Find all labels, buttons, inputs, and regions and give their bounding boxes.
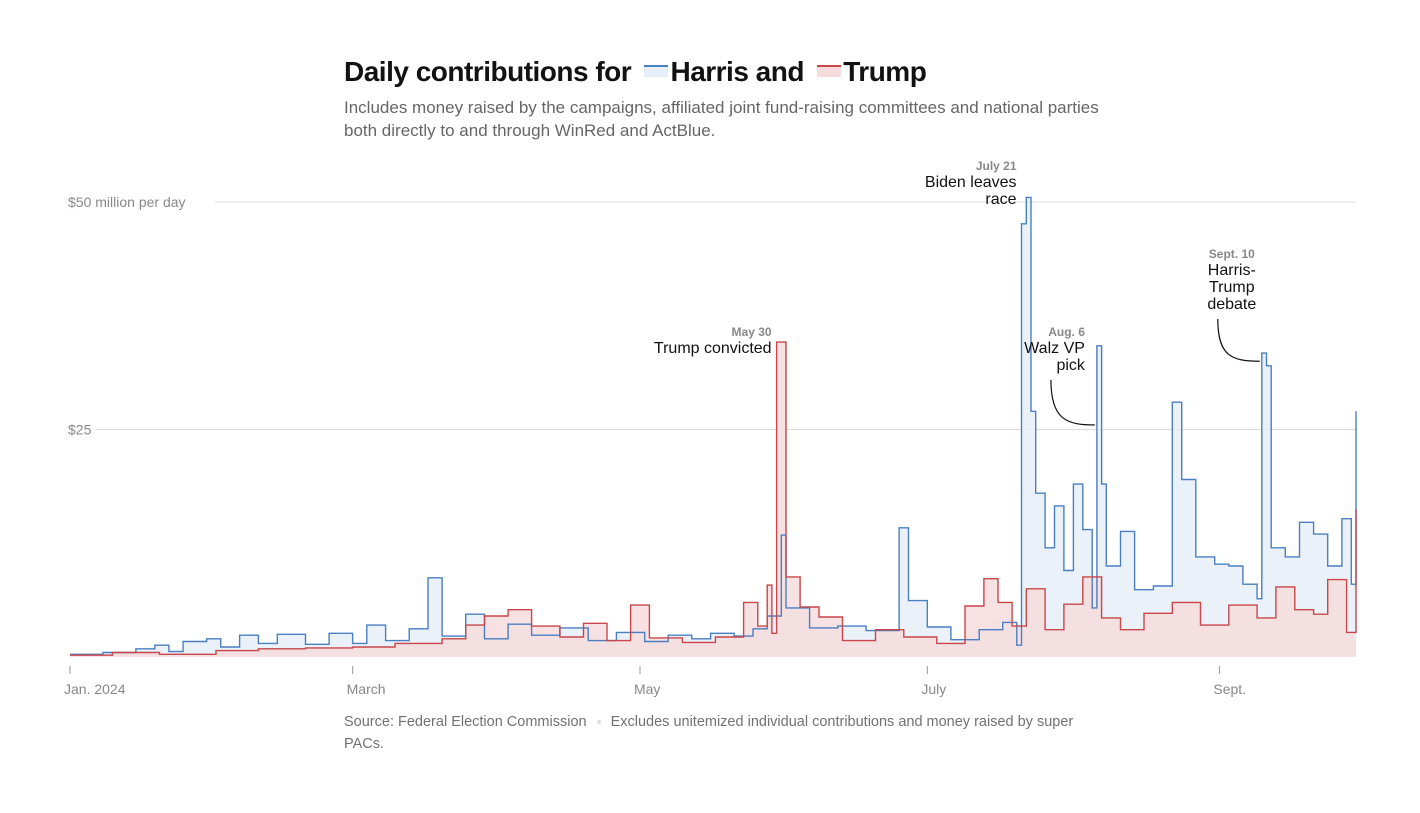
- annotation-text: race: [985, 191, 1016, 208]
- annotation-text: pick: [1056, 357, 1085, 374]
- footer-note: Excludes unitemized individual contribut…: [344, 714, 1074, 752]
- x-tick-label: Jan. 2024: [64, 681, 126, 697]
- y-tick-label: $25: [68, 422, 92, 438]
- annotation-date: Aug. 6: [1048, 325, 1085, 339]
- annotation-text: Walz VP: [1024, 340, 1085, 357]
- annotation-text: Biden leaves: [925, 174, 1017, 191]
- chart-subtitle: Includes money raised by the campaigns, …: [344, 98, 1099, 140]
- annotation-date: Sept. 10: [1209, 247, 1255, 261]
- annotation-text: Trump convicted: [654, 340, 772, 357]
- harris-legend-swatch: [644, 64, 669, 77]
- x-tick-label: Sept.: [1213, 681, 1246, 697]
- chart-footer: Source: Federal Election Commission Exclu…: [344, 711, 1084, 755]
- annotation-date: July 21: [976, 159, 1017, 173]
- x-tick-label: July: [921, 681, 946, 697]
- annotation-leader: [1050, 379, 1095, 426]
- source-note: Source: Federal Election Commission: [344, 714, 587, 730]
- annotation-text: Harris-: [1208, 262, 1256, 279]
- title-prefix: Daily contributions for: [344, 56, 632, 87]
- annotation-text: debate: [1207, 296, 1256, 313]
- separator-dot: [596, 720, 601, 725]
- x-tick-label: March: [347, 681, 386, 697]
- harris-legend-label: Harris and: [670, 56, 804, 87]
- trump-legend-label: Trump: [843, 56, 927, 87]
- harris-area: [70, 197, 1356, 657]
- x-tick-label: May: [634, 681, 660, 697]
- annotation-leader: [1217, 318, 1260, 362]
- annotation-text: Trump: [1209, 279, 1255, 296]
- harris-line: [70, 196, 1357, 655]
- chart-title: Daily contributions for Harris and Trump: [344, 56, 927, 88]
- annotation-date: May 30: [732, 325, 772, 339]
- trump-legend-swatch: [817, 64, 842, 77]
- y-tick-label: $50 million per day: [68, 194, 186, 210]
- trump-line: [70, 341, 1357, 656]
